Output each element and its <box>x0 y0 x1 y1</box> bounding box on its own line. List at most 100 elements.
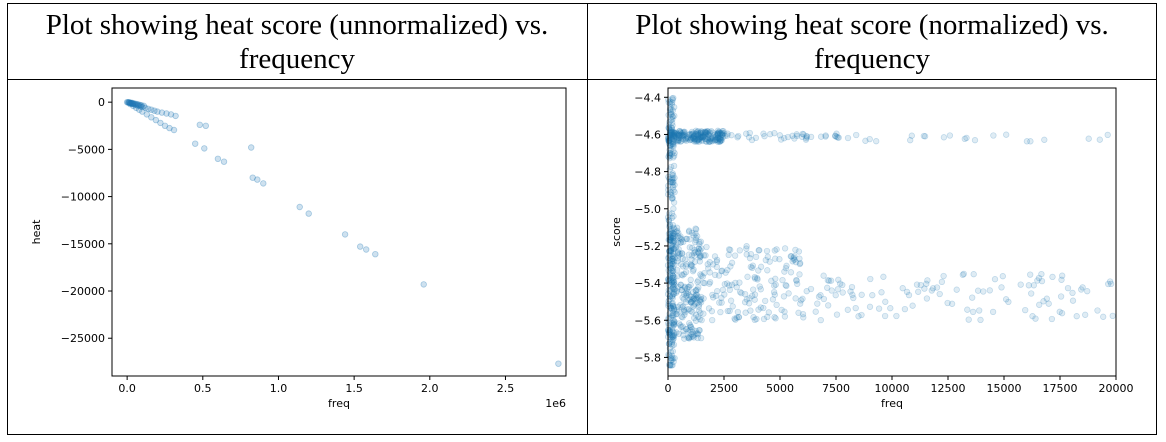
data-point <box>820 295 828 303</box>
data-point <box>140 102 147 109</box>
data-point <box>717 136 725 143</box>
data-point <box>721 281 728 288</box>
data-point <box>687 323 695 331</box>
data-point <box>694 128 701 136</box>
data-point <box>706 278 714 286</box>
data-point <box>699 132 706 139</box>
data-point <box>685 228 693 235</box>
data-point <box>736 279 743 286</box>
data-point <box>693 138 701 145</box>
data-point <box>680 128 688 135</box>
data-point <box>677 129 684 136</box>
data-point <box>705 134 712 141</box>
data-point <box>681 335 688 342</box>
data-point <box>696 135 704 142</box>
data-point <box>776 132 784 139</box>
data-point <box>125 99 133 106</box>
data-point <box>670 239 677 246</box>
data-point <box>668 255 676 262</box>
x-tick-label: 15000 <box>987 382 1022 395</box>
data-point <box>670 148 677 155</box>
data-point <box>695 301 703 308</box>
data-point <box>964 306 971 313</box>
data-point <box>1025 282 1032 289</box>
data-point <box>671 149 678 157</box>
data-point <box>671 152 678 159</box>
data-point <box>372 250 379 258</box>
data-point <box>690 134 697 141</box>
data-point <box>670 178 677 186</box>
data-point <box>752 253 760 261</box>
x-tick-label: 2.0 <box>421 382 439 395</box>
data-point <box>998 284 1005 291</box>
data-point <box>702 129 710 136</box>
data-point <box>673 228 680 236</box>
data-point <box>757 304 764 311</box>
data-point <box>683 290 691 297</box>
data-point <box>678 286 685 293</box>
data-point <box>666 106 674 113</box>
data-point <box>873 138 880 145</box>
data-point <box>728 281 736 288</box>
data-point <box>679 250 686 257</box>
data-point <box>123 98 131 106</box>
data-point <box>705 137 712 144</box>
data-point <box>744 273 751 280</box>
data-point <box>671 318 678 326</box>
data-point <box>673 287 681 295</box>
data-point <box>716 299 723 306</box>
data-point <box>781 268 788 275</box>
data-point <box>697 309 704 317</box>
data-point <box>668 242 676 249</box>
data-point <box>697 271 704 278</box>
data-point <box>696 254 703 261</box>
data-point <box>977 316 984 324</box>
data-point <box>692 138 699 145</box>
data-point <box>701 279 708 287</box>
data-point <box>676 234 683 241</box>
data-point <box>671 230 678 238</box>
data-point <box>817 316 824 324</box>
data-point <box>669 332 676 339</box>
data-point <box>673 307 681 314</box>
data-point <box>781 308 788 315</box>
data-point <box>803 132 810 140</box>
data-point <box>763 247 771 255</box>
data-point <box>695 245 702 253</box>
data-point <box>137 103 144 110</box>
data-point <box>669 278 677 285</box>
data-point <box>692 317 700 324</box>
data-point <box>719 286 727 294</box>
data-point <box>684 289 692 296</box>
data-point <box>913 281 921 288</box>
data-point <box>697 247 704 254</box>
data-point <box>760 304 767 312</box>
data-point <box>172 112 179 120</box>
data-point <box>124 99 132 106</box>
data-point <box>679 303 687 310</box>
data-point <box>696 258 703 265</box>
data-point <box>135 102 143 110</box>
data-point <box>963 134 970 142</box>
data-point <box>665 236 672 244</box>
data-point <box>682 268 690 276</box>
data-point <box>948 300 956 307</box>
data-point <box>694 334 701 342</box>
data-point <box>697 253 704 261</box>
data-point <box>772 281 779 288</box>
data-point <box>689 262 696 270</box>
data-point <box>800 314 807 321</box>
data-point <box>665 124 672 132</box>
data-point <box>782 265 790 272</box>
data-point <box>731 315 738 322</box>
data-point <box>743 243 750 250</box>
data-point <box>722 269 729 276</box>
data-point <box>666 338 674 346</box>
data-point <box>799 295 806 302</box>
data-point <box>669 256 676 263</box>
data-point <box>991 276 999 283</box>
data-point <box>726 307 733 315</box>
data-point <box>698 245 705 252</box>
data-point <box>692 249 699 256</box>
data-point <box>666 293 674 300</box>
